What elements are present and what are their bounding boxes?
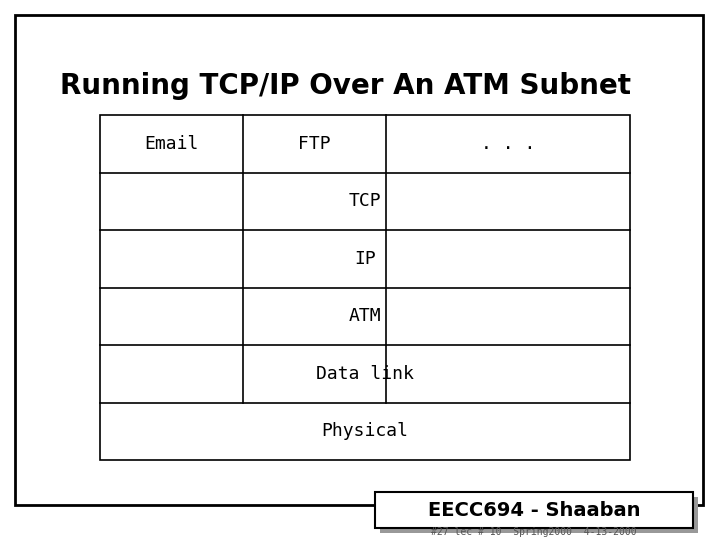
Text: Physical: Physical <box>322 422 408 440</box>
Text: EECC694 - Shaaban: EECC694 - Shaaban <box>428 501 640 519</box>
Text: #27 lec # 10  Spring2000  4-13-2000: #27 lec # 10 Spring2000 4-13-2000 <box>431 527 636 537</box>
Text: Running TCP/IP Over An ATM Subnet: Running TCP/IP Over An ATM Subnet <box>60 72 631 100</box>
Text: IP: IP <box>354 249 376 268</box>
Bar <box>375 492 693 528</box>
Text: ATM: ATM <box>348 307 382 325</box>
Bar <box>380 497 698 533</box>
Bar <box>100 115 630 460</box>
Text: . . .: . . . <box>481 135 535 153</box>
Text: FTP: FTP <box>298 135 330 153</box>
Text: Email: Email <box>144 135 199 153</box>
Text: Data link: Data link <box>316 364 414 383</box>
Text: TCP: TCP <box>348 192 382 210</box>
